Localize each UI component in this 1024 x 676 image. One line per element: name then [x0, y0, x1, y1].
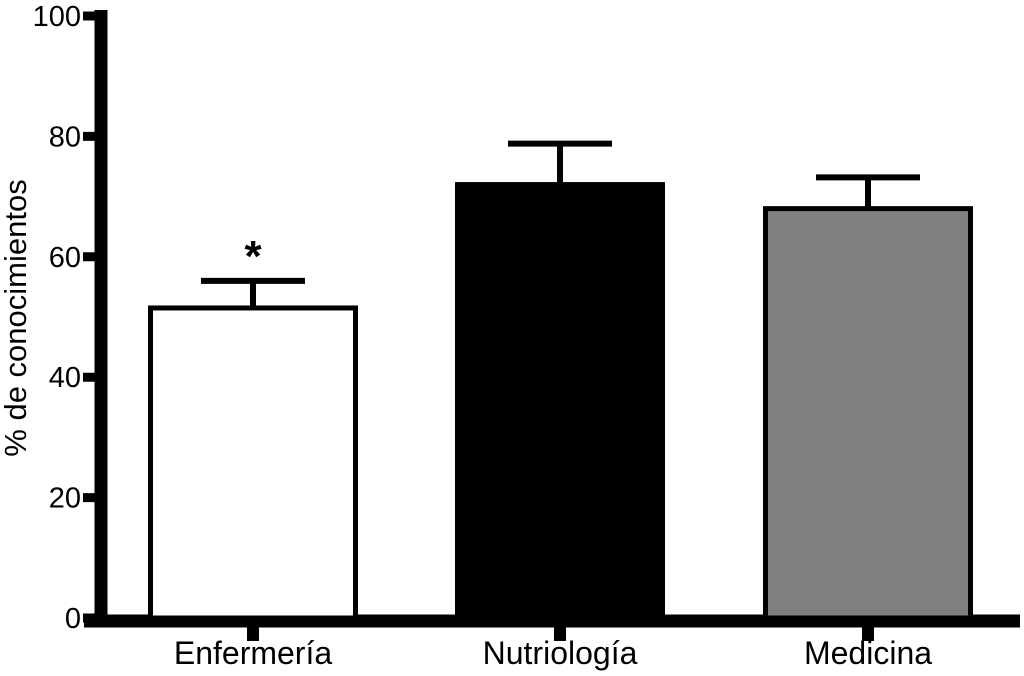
y-tick-label: 40 [49, 362, 81, 394]
y-tick-label: 60 [49, 242, 81, 274]
y-tick-label: 0 [65, 603, 81, 635]
significance-asterisk: * [244, 232, 262, 281]
category-label-1: Nutriología [483, 635, 638, 671]
y-tick-label: 100 [33, 1, 81, 33]
y-tick-label: 80 [49, 121, 81, 153]
category-label-2: Medicina [804, 635, 932, 671]
bar-0 [148, 305, 358, 621]
bar-1 [455, 182, 665, 621]
bar-2 [763, 206, 973, 621]
y-axis-title: % de conocimientos [0, 179, 33, 456]
category-label-0: Enfermería [174, 635, 332, 671]
y-tick-label: 20 [49, 483, 81, 515]
